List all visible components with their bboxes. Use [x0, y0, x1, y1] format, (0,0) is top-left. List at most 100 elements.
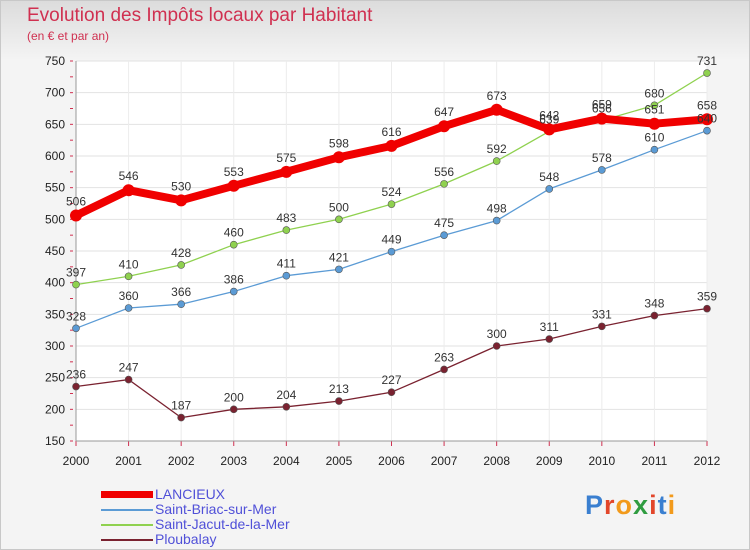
data-point-saint-jacut-de-la-mer: [440, 180, 448, 188]
data-label-saint-briac-sur-mer: 640: [697, 112, 717, 126]
data-point-saint-jacut-de-la-mer: [282, 226, 291, 234]
y-tick-label: 250: [45, 371, 65, 385]
data-label-saint-briac-sur-mer: 498: [487, 202, 507, 216]
y-tick-label: 500: [45, 212, 65, 226]
data-label-saint-jacut-de-la-mer: 410: [119, 257, 139, 271]
data-label-saint-jacut-de-la-mer: 524: [381, 185, 401, 199]
data-label-saint-briac-sur-mer: 366: [171, 285, 191, 299]
data-point-saint-briac-sur-mer: [282, 271, 291, 280]
legend-swatch: [101, 539, 153, 541]
data-label-ploubalay: 311: [540, 320, 559, 334]
data-labels: 328 360 366 386 411 421 449 475 498 548 578 610 640 3…: [66, 54, 717, 413]
data-label-saint-jacut-de-la-mer: 656: [592, 102, 612, 116]
legend-label: Saint-Jacut-de-la-Mer: [155, 516, 290, 532]
x-tick-label: 2005: [326, 454, 353, 468]
data-label-lancieux: 651: [644, 103, 664, 117]
data-point-lancieux: [701, 113, 713, 126]
data-label-lancieux: 659: [592, 98, 612, 112]
y-tick-label: 700: [45, 86, 65, 100]
x-tick-label: 2011: [642, 454, 668, 468]
data-point-saint-jacut-de-la-mer: [703, 69, 711, 77]
x-tick-label: 2010: [588, 454, 615, 468]
data-label-ploubalay: 300: [487, 327, 507, 341]
x-tick-label: 2002: [168, 454, 195, 468]
data-label-saint-briac-sur-mer: 475: [434, 216, 454, 230]
data-point-ploubalay: [124, 375, 133, 384]
data-point-ploubalay: [492, 342, 501, 350]
data-label-ploubalay: 331: [592, 307, 612, 321]
data-label-saint-briac-sur-mer: 449: [381, 233, 401, 247]
data-label-lancieux: 616: [381, 125, 401, 139]
y-tick-label: 450: [45, 244, 65, 258]
data-label-lancieux: 530: [171, 179, 191, 193]
logo-letter: i: [649, 490, 658, 520]
y-tick-label: 750: [45, 54, 65, 68]
data-point-ploubalay: [440, 365, 448, 374]
y-tick-label: 650: [45, 117, 65, 131]
logo-letter: t: [657, 490, 668, 520]
data-point-saint-jacut-de-la-mer: [492, 157, 501, 165]
data-label-ploubalay: 187: [171, 399, 191, 413]
data-point-saint-jacut-de-la-mer: [335, 215, 343, 224]
data-label-ploubalay: 348: [644, 297, 664, 311]
data-label-lancieux: 598: [329, 136, 349, 150]
data-point-lancieux: [175, 194, 188, 207]
y-tick-label: 550: [45, 181, 65, 195]
data-point-saint-briac-sur-mer: [598, 166, 606, 174]
proxiti-logo: Proxiti: [585, 490, 676, 521]
data-point-lancieux: [332, 151, 345, 164]
data-label-saint-briac-sur-mer: 360: [119, 289, 139, 303]
data-label-ploubalay: 200: [224, 390, 244, 404]
x-tick-label: 2003: [220, 454, 247, 468]
data-point-lancieux: [490, 103, 503, 116]
data-point-saint-briac-sur-mer: [650, 145, 659, 154]
legend-label: Saint-Briac-sur-Mer: [155, 501, 277, 517]
data-label-ploubalay: 227: [381, 373, 401, 387]
data-point-saint-jacut-de-la-mer: [229, 240, 238, 249]
data-point-ploubalay: [177, 413, 185, 422]
data-point-lancieux: [122, 184, 135, 197]
logo-letter: r: [604, 490, 616, 520]
data-label-saint-jacut-de-la-mer: 639: [539, 112, 559, 126]
data-point-saint-briac-sur-mer: [229, 287, 238, 296]
logo-letter: P: [585, 490, 605, 520]
data-label-lancieux: 506: [66, 195, 86, 209]
data-point-saint-briac-sur-mer: [440, 231, 448, 239]
legend-swatch: [101, 491, 153, 498]
data-point-ploubalay: [650, 311, 659, 320]
logo-letter: x: [633, 490, 650, 520]
data-label-saint-briac-sur-mer: 548: [539, 170, 559, 184]
data-label-saint-jacut-de-la-mer: 428: [171, 246, 191, 260]
x-tick-label: 2009: [536, 454, 563, 468]
legend-swatch: [101, 524, 153, 526]
data-label-saint-jacut-de-la-mer: 397: [66, 266, 86, 280]
data-point-ploubalay: [545, 335, 554, 343]
axes: 150 200 250 300 350 400 450 500 550 600 650 700 750 2…: [45, 54, 721, 468]
data-point-lancieux: [280, 165, 293, 178]
data-label-ploubalay: 204: [276, 388, 296, 402]
y-tick-label: 600: [45, 149, 65, 163]
data-point-saint-briac-sur-mer: [492, 216, 501, 225]
data-label-saint-jacut-de-la-mer: 731: [697, 54, 717, 68]
data-point-saint-briac-sur-mer: [387, 247, 396, 256]
x-tick-label: 2006: [378, 454, 405, 468]
data-point-lancieux: [648, 117, 661, 130]
y-tick-label: 300: [45, 339, 65, 353]
data-label-ploubalay: 263: [434, 350, 454, 364]
chart-subtitle: (en € et par an): [27, 29, 110, 43]
data-point-saint-briac-sur-mer: [72, 324, 80, 333]
data-point-lancieux: [70, 209, 82, 222]
data-point-ploubalay: [598, 322, 606, 331]
data-point-saint-briac-sur-mer: [124, 304, 133, 312]
data-label-ploubalay: 247: [119, 361, 139, 375]
data-point-lancieux: [385, 139, 398, 152]
data-label-saint-jacut-de-la-mer: 500: [329, 200, 349, 214]
data-label-lancieux: 673: [487, 89, 507, 103]
chart-title: Evolution des Impôts locaux par Habitant: [27, 5, 373, 26]
data-point-saint-briac-sur-mer: [177, 300, 185, 309]
data-point-ploubalay: [72, 382, 80, 391]
y-tick-label: 350: [45, 307, 65, 321]
data-label-saint-briac-sur-mer: 328: [66, 309, 86, 323]
